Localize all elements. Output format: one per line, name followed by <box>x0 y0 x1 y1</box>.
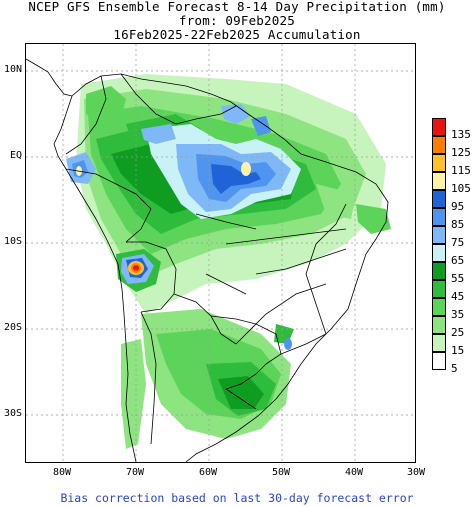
legend-level-label: 45 <box>451 290 465 303</box>
legend-swatch <box>432 352 446 370</box>
lat-label-10s: 10S <box>3 236 22 247</box>
lon-label-30w: 30W <box>406 467 426 478</box>
legend-swatch <box>432 172 446 190</box>
legend-level-label: 135 <box>451 128 471 141</box>
legend-level-label: 95 <box>451 200 465 213</box>
lat-label-30s: 30S <box>3 408 22 419</box>
legend-level-label: 125 <box>451 146 471 159</box>
legend-level-label: 25 <box>451 326 465 339</box>
legend-level-label: 105 <box>451 182 471 195</box>
precip-shading <box>66 74 391 449</box>
lat-label-10n: 10N <box>3 64 22 75</box>
lat-label-eq: EQ <box>9 150 22 161</box>
legend-swatch <box>432 244 446 262</box>
coastlines-borders <box>26 58 389 462</box>
legend-swatch <box>432 118 446 136</box>
accumulation-period: 16Feb2025-22Feb2025 Accumulation <box>113 27 361 42</box>
precipitation-map <box>25 43 416 463</box>
legend-level-label: 5 <box>451 362 458 375</box>
lon-label-80w: 80W <box>52 467 72 478</box>
legend-level-label: 115 <box>451 164 471 177</box>
lon-label-70w: 70W <box>125 467 145 478</box>
legend-swatch <box>432 280 446 298</box>
lat-label-20s: 20S <box>3 322 22 333</box>
legend-swatch <box>432 136 446 154</box>
legend-swatch <box>432 190 446 208</box>
map-canvas <box>26 44 415 462</box>
lon-label-60w: 60W <box>198 467 218 478</box>
bias-correction-note: Bias correction based on last 30-day for… <box>60 491 414 505</box>
legend-swatch <box>432 334 446 352</box>
lon-label-40w: 40W <box>344 467 364 478</box>
legend-swatch <box>432 262 446 280</box>
legend-level-label: 35 <box>451 308 465 321</box>
legend-swatch <box>432 208 446 226</box>
legend-level-label: 55 <box>451 272 465 285</box>
legend-level-label: 65 <box>451 254 465 267</box>
map-title: NCEP GFS Ensemble Forecast 8-14 Day Prec… <box>28 0 446 14</box>
legend-level-label: 85 <box>451 218 465 231</box>
forecast-from-date: from: 09Feb2025 <box>179 13 295 28</box>
legend-level-label: 15 <box>451 344 465 357</box>
legend-level-label: 75 <box>451 236 465 249</box>
legend-swatch <box>432 316 446 334</box>
legend-swatch <box>432 298 446 316</box>
legend-swatch <box>432 154 446 172</box>
lon-label-50w: 50W <box>271 467 291 478</box>
legend-swatch <box>432 226 446 244</box>
